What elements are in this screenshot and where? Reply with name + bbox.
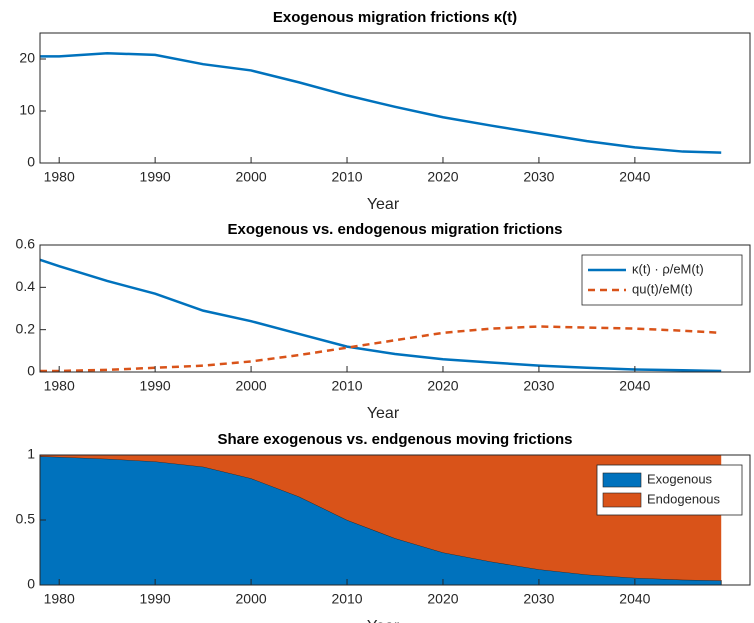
y-tick-label: 0.2 [16, 320, 36, 336]
subplot: Share exogenous vs. endgenous moving fri… [16, 431, 751, 623]
x-axis-label: Year [367, 196, 400, 213]
legend-label: κ(t) · ρ/eM(t) [632, 261, 704, 276]
x-tick-label: 2020 [427, 591, 458, 607]
x-tick-label: 2010 [331, 591, 362, 607]
plot-area [40, 455, 722, 585]
line [40, 325, 722, 372]
y-tick-label: 0.4 [16, 278, 36, 294]
x-tick-label: 2030 [523, 378, 554, 394]
line [40, 258, 722, 372]
x-tick-label: 2020 [427, 378, 458, 394]
x-tick-label: 2040 [619, 378, 650, 394]
legend-box [581, 254, 743, 306]
x-tick-label: 1980 [44, 378, 75, 394]
axes-box [39, 244, 751, 373]
y-tick-label: 0.6 [16, 236, 36, 252]
y-tick-label: 0 [27, 154, 35, 170]
y-tick-label: 0.5 [16, 511, 36, 527]
x-tick-label: 2040 [619, 591, 650, 607]
x-tick-label: 1990 [140, 591, 171, 607]
x-tick-label: 1990 [140, 169, 171, 185]
area [40, 455, 722, 581]
legend-label: Exogenous [647, 471, 713, 486]
x-tick-label: 2030 [523, 591, 554, 607]
legend-label: Endogenous [647, 491, 721, 506]
x-tick-label: 1990 [140, 378, 171, 394]
y-tick-label: 20 [19, 50, 35, 66]
x-tick-label: 2000 [236, 591, 267, 607]
y-tick-label: 10 [19, 102, 35, 118]
plot-area [40, 52, 722, 154]
axes-box [39, 32, 751, 164]
subplot: Exogenous migration frictions κ(t)010201… [19, 9, 751, 213]
x-tick-label: 2010 [331, 169, 362, 185]
subplot-title: Exogenous migration frictions κ(t) [273, 9, 517, 26]
x-tick-label: 2000 [236, 169, 267, 185]
legend-label: qu(t)/eM(t) [632, 281, 693, 296]
line [40, 52, 722, 154]
subplot-title: Share exogenous vs. endgenous moving fri… [217, 431, 572, 448]
x-axis-label: Year [367, 405, 400, 422]
plot-area [40, 258, 722, 372]
area [40, 455, 722, 585]
x-tick-label: 1980 [44, 591, 75, 607]
x-tick-label: 2010 [331, 378, 362, 394]
x-tick-label: 2000 [236, 378, 267, 394]
legend-swatch [602, 492, 642, 508]
y-tick-label: 0 [27, 576, 35, 592]
x-axis-label: Year [367, 618, 400, 623]
legend-swatch [602, 472, 642, 488]
x-tick-label: 2030 [523, 169, 554, 185]
x-tick-label: 2020 [427, 169, 458, 185]
subplot: Exogenous vs. endogenous migration frict… [16, 221, 751, 422]
x-tick-label: 1980 [44, 169, 75, 185]
y-tick-label: 0 [27, 363, 35, 379]
y-tick-label: 1 [27, 446, 35, 462]
x-tick-label: 2040 [619, 169, 650, 185]
subplot-title: Exogenous vs. endogenous migration frict… [227, 221, 562, 238]
